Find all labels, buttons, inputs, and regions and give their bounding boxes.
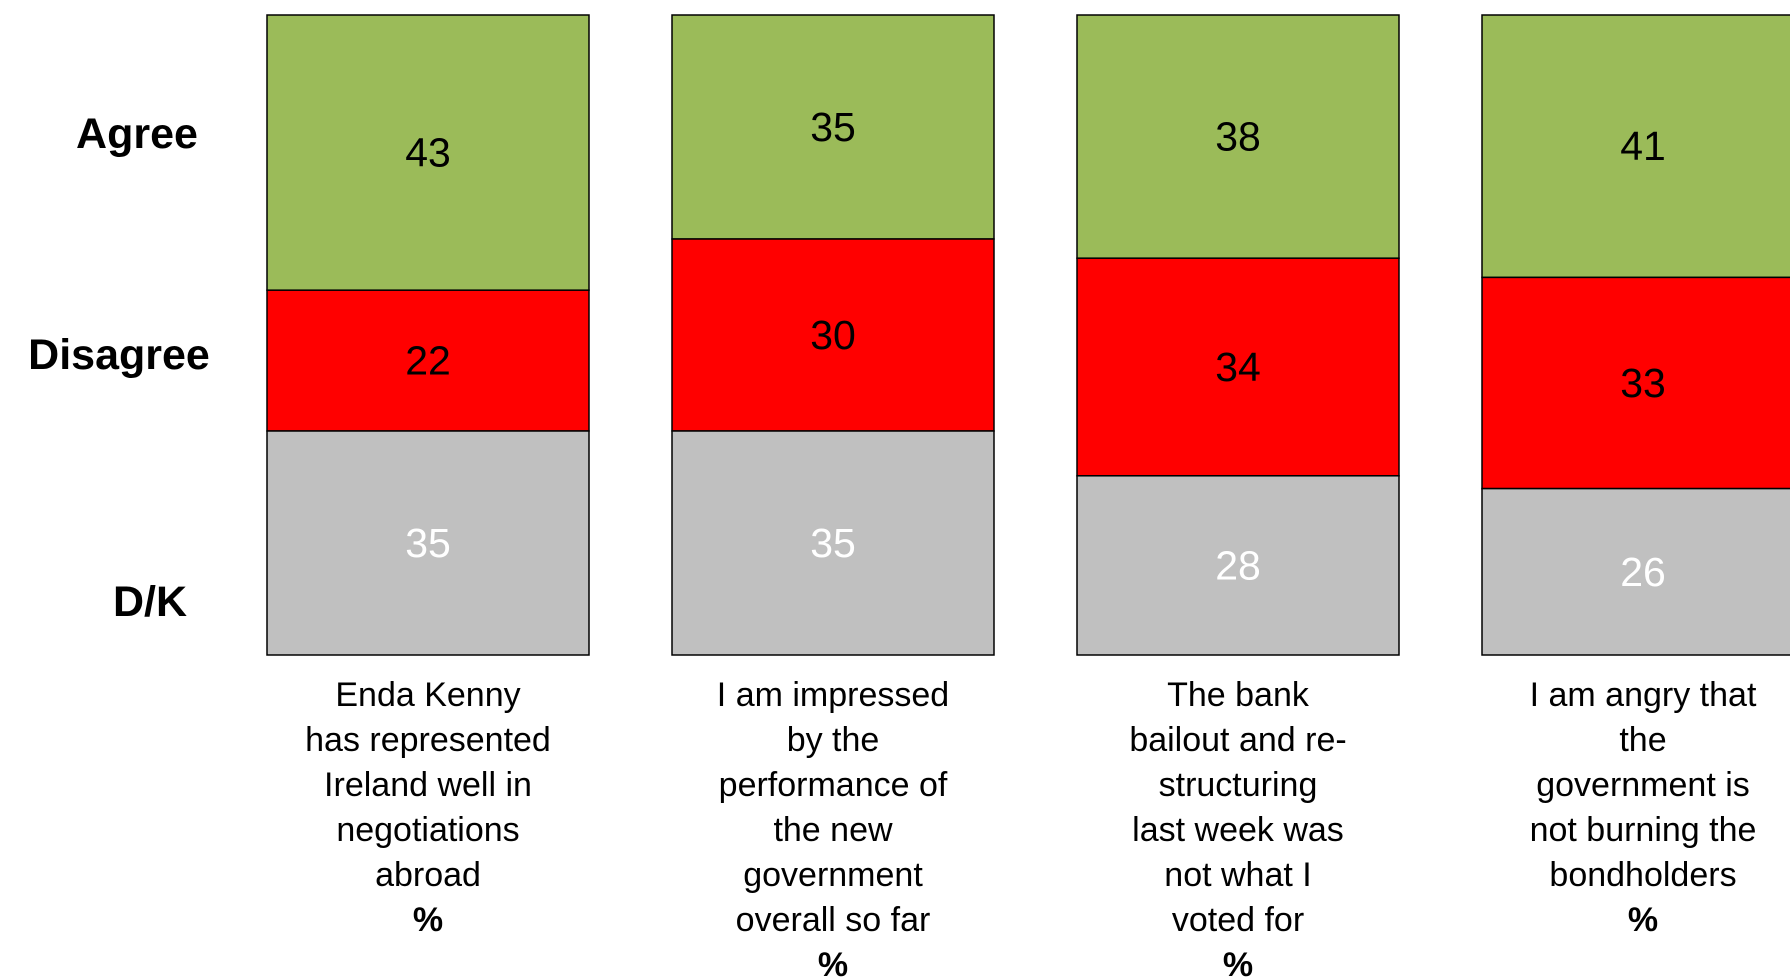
bar-segment-dk-3 xyxy=(1076,475,1400,656)
category-label-4-line-3: government is xyxy=(1536,766,1750,804)
data-label-dk-3: 28 xyxy=(1215,542,1261,588)
data-label-dk-1: 35 xyxy=(405,520,451,566)
percent-unit-label-2: % xyxy=(818,946,848,979)
category-label-3-line-4: last week was xyxy=(1132,811,1344,849)
data-label-agree-4: 41 xyxy=(1620,123,1666,169)
data-label-dk-4: 26 xyxy=(1620,549,1666,595)
data-label-dk-2: 35 xyxy=(810,520,856,566)
category-label-3-line-5: not what I xyxy=(1164,856,1311,894)
category-label-1-line-4: negotiations xyxy=(336,811,519,849)
bar-segment-disagree-2 xyxy=(671,238,995,432)
category-label-2-line-4: the new xyxy=(773,811,893,849)
category-label-4-line-5: bondholders xyxy=(1549,856,1736,894)
category-label-2-line-5: government xyxy=(743,856,923,894)
row-label-agree: Agree xyxy=(76,110,198,158)
category-label-2-line-2: by the xyxy=(787,721,880,759)
data-label-disagree-4: 33 xyxy=(1620,360,1666,406)
bar-segment-disagree-1 xyxy=(266,289,590,432)
category-label-3-line-2: bailout and re- xyxy=(1129,721,1346,759)
category-label-3-line-1: The bank xyxy=(1167,676,1310,714)
row-label-disagree: Disagree xyxy=(28,331,210,379)
data-label-agree-2: 35 xyxy=(810,104,856,150)
category-label-3-line-3: structuring xyxy=(1159,766,1318,804)
bar-segment-disagree-3 xyxy=(1076,257,1400,477)
category-label-1-line-2: has represented xyxy=(305,721,551,759)
bar-segment-dk-4 xyxy=(1481,487,1790,656)
category-label-2-line-1: I am impressed xyxy=(717,676,949,714)
percent-unit-label-1: % xyxy=(413,901,443,939)
category-label-2-line-3: performance of xyxy=(719,766,948,804)
data-label-disagree-2: 30 xyxy=(810,312,856,358)
category-label-1-line-5: abroad xyxy=(375,856,481,894)
data-label-agree-1: 43 xyxy=(405,130,451,176)
bars-layer: 43 22 35 35 30 35 38 34 28 41 33 26 xyxy=(266,14,1790,656)
row-label-dk: D/K xyxy=(113,578,187,626)
data-label-disagree-3: 34 xyxy=(1215,344,1261,390)
category-label-1-line-1: Enda Kenny xyxy=(335,676,520,714)
data-label-disagree-1: 22 xyxy=(405,338,451,384)
category-label-1-line-3: Ireland well in xyxy=(324,766,532,804)
category-label-3-line-6: voted for xyxy=(1172,901,1304,939)
percent-unit-label-4: % xyxy=(1628,901,1658,939)
category-label-2-line-6: overall so far xyxy=(736,901,931,939)
captions-layer: Enda Kenny has represented Ireland well in… xyxy=(305,676,1757,979)
bar-segment-agree-4 xyxy=(1481,14,1790,279)
bar-segment-dk-2 xyxy=(671,430,995,656)
category-label-4-line-4: not burning the xyxy=(1530,811,1757,849)
bar-segment-dk-1 xyxy=(266,430,590,656)
bar-segment-agree-1 xyxy=(266,14,590,291)
bar-segment-agree-3 xyxy=(1076,14,1400,259)
category-label-4-line-1: I am angry that xyxy=(1530,676,1757,714)
data-label-agree-3: 38 xyxy=(1215,114,1261,160)
percent-unit-label-3: % xyxy=(1223,946,1253,979)
bar-segment-agree-2 xyxy=(671,14,995,240)
category-label-4-line-2: the xyxy=(1619,721,1666,759)
